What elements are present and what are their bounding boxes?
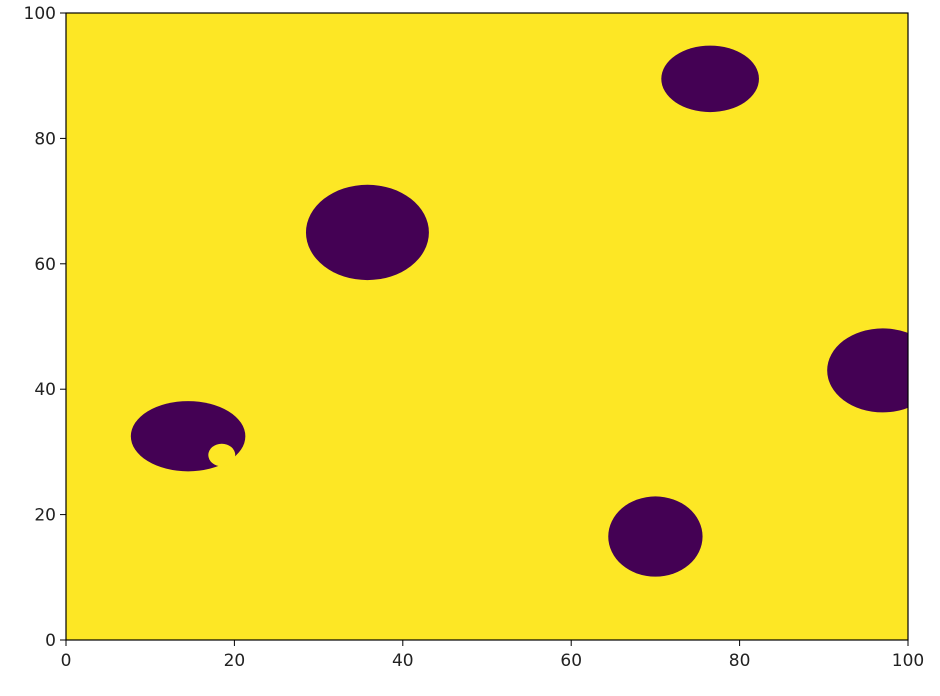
x-tick-label: 100 [892, 651, 924, 671]
blob-right-edge [827, 328, 908, 413]
y-tick-label: 40 [34, 380, 56, 400]
y-tick-label: 100 [24, 4, 56, 24]
x-tick-label: 20 [224, 651, 246, 671]
blob-top-right [661, 45, 759, 113]
plot-frame [65, 12, 909, 641]
plot-area [65, 12, 909, 641]
hole-left-blob [208, 443, 236, 467]
x-tick-label: 40 [392, 651, 414, 671]
blob-bottom-right [608, 496, 703, 577]
blob-upper-middle [305, 184, 429, 281]
x-axis: 0 20 40 60 80 100 [61, 640, 924, 671]
x-tick-label: 80 [729, 651, 751, 671]
x-tick-label: 60 [560, 651, 582, 671]
y-tick-label: 80 [34, 129, 56, 149]
heatmap-background [66, 13, 908, 640]
x-tick-label: 0 [61, 651, 72, 671]
hole-layer [208, 443, 236, 467]
y-tick-label: 20 [34, 506, 56, 526]
y-tick-label: 0 [45, 631, 56, 651]
y-tick-label: 60 [34, 255, 56, 275]
blob-layer [130, 45, 908, 577]
y-axis: 0 20 40 60 80 100 [24, 4, 66, 651]
